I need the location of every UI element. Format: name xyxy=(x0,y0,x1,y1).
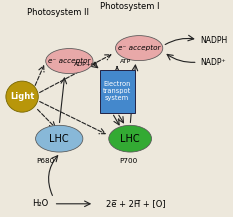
Ellipse shape xyxy=(109,125,151,152)
Ellipse shape xyxy=(116,36,163,61)
Text: Photosystem II: Photosystem II xyxy=(27,8,89,17)
Text: ATP: ATP xyxy=(120,59,131,64)
Text: Photosystem I: Photosystem I xyxy=(100,2,160,11)
Text: LHC: LHC xyxy=(49,134,69,144)
Text: Electron
transpot
system: Electron transpot system xyxy=(103,81,131,101)
Text: H₂O: H₂O xyxy=(32,199,48,208)
Text: ADP+ιP: ADP+ιP xyxy=(74,62,98,67)
Ellipse shape xyxy=(36,125,83,152)
Ellipse shape xyxy=(6,81,38,112)
Text: NADP⁺: NADP⁺ xyxy=(200,58,226,67)
Text: e⁻ acceptor: e⁻ acceptor xyxy=(118,45,160,51)
FancyBboxPatch shape xyxy=(100,70,135,113)
Text: e⁻ acceptor: e⁻ acceptor xyxy=(48,58,91,64)
Text: 2e̅ + 2H̅ + [O]: 2e̅ + 2H̅ + [O] xyxy=(106,199,166,208)
Text: Light: Light xyxy=(10,92,34,101)
Text: P700: P700 xyxy=(119,158,137,164)
Ellipse shape xyxy=(46,49,93,74)
Text: P680: P680 xyxy=(37,158,55,164)
Text: LHC: LHC xyxy=(120,134,140,144)
Text: NADPH: NADPH xyxy=(200,36,227,45)
